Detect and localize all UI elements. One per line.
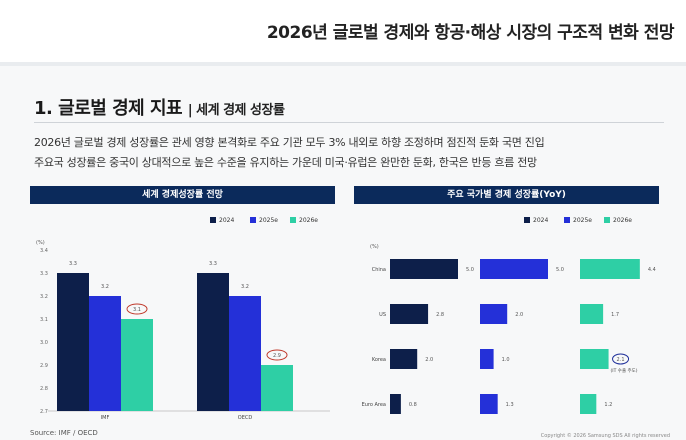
slide-header: 2026년 글로벌 경제와 항공·해상 시장의 구조적 변화 전망: [0, 0, 686, 62]
world-growth-chart: 2024 2025e 2026e (%) 2.7 2.8 2.9 3.0 3.1 3.2 3.3 3.…: [36, 217, 330, 421]
right-data-label-Korea-2026e: 2.1: [617, 357, 625, 363]
left-y-tick-label: 2.8: [40, 386, 48, 392]
right-category-label-US: US: [379, 312, 386, 318]
right-bar-Korea-2025e: [480, 349, 494, 369]
right-category-label-China: China: [372, 267, 386, 273]
left-legend-swatch-2025e: [250, 217, 256, 223]
left-y-tick-label: 3.4: [40, 248, 48, 254]
right-highlight-circle-Korea: [612, 353, 630, 365]
left-data-label-OECD-2026e: 2.9: [273, 353, 281, 359]
left-data-label-IMF-2026e: 3.1: [133, 307, 141, 313]
right-legend-label-2025e: 2025e: [573, 217, 592, 224]
right-data-label-Euro Area-2026e: 1.2: [604, 402, 612, 408]
left-y-tick-label: 2.7: [40, 409, 48, 415]
right-data-label-Korea-2024: 2.0: [425, 357, 433, 363]
right-legend-swatch-2026e: [604, 217, 610, 223]
description-line-1: 2026년 글로벌 경제 성장률은 관세 영향 본격화로 주요 기관 모두 3%…: [34, 136, 545, 149]
right-legend-label-2024: 2024: [533, 217, 548, 224]
right-bar-China-2024: [390, 259, 458, 279]
left-chart-title: 세계 경제성장률 전망: [30, 186, 335, 204]
source-note: Source: IMF / OECD: [30, 429, 98, 437]
left-bar-OECD-2026e: [261, 365, 293, 411]
right-bar-US-2026e: [580, 304, 604, 324]
right-legend-swatch-2025e: [564, 217, 570, 223]
left-legend-label-2026e: 2026e: [299, 217, 318, 224]
left-data-label-IMF-2024: 3.3: [69, 261, 77, 267]
left-legend-swatch-2026e: [290, 217, 296, 223]
right-bar-China-2025e: [480, 259, 548, 279]
left-bar-IMF-2026e: [121, 319, 153, 411]
right-legend-label-2026e: 2026e: [613, 217, 632, 224]
left-data-label-OECD-2025e: 3.2: [241, 284, 249, 290]
right-chart-title: 주요 국가별 경제 성장률(YoY): [354, 186, 659, 204]
right-bar-China-2026e: [580, 259, 640, 279]
left-bar-IMF-2025e: [89, 296, 121, 411]
left-data-label-IMF-2025e: 3.2: [101, 284, 109, 290]
left-y-tick-label: 3.2: [40, 294, 48, 300]
right-bar-Euro Area-2025e: [480, 394, 498, 414]
right-bar-Euro Area-2026e: [580, 394, 597, 414]
left-unit-label: (%): [36, 240, 45, 246]
left-highlight-circle-IMF: [126, 303, 148, 315]
left-highlight-circle-OECD: [266, 349, 288, 361]
right-bar-US-2024: [390, 304, 429, 324]
right-bar-Korea-2024: [390, 349, 418, 369]
right-legend-swatch-2024: [524, 217, 530, 223]
copyright-note: Copyright © 2026 Samsung SDS All rights …: [540, 433, 670, 439]
right-unit-label: (%): [370, 244, 379, 250]
country-growth-chart: 2024 2025e 2026e (%) China 5.0 5.0 4.4 US 2.8 2.0 1…: [362, 217, 656, 414]
left-data-label-OECD-2024: 3.3: [209, 261, 217, 267]
left-x-tick-label-OECD: OECD: [238, 415, 253, 421]
section-title-text: 1. 글로벌 경제 지표: [34, 98, 183, 119]
description-line-2: 주요국 성장률은 중국이 상대적으로 높은 수준을 유지하는 가운데 미국·유럽…: [34, 156, 537, 169]
left-y-tick-label: 2.9: [40, 363, 48, 369]
right-data-label-China-2024: 5.0: [466, 267, 474, 273]
right-data-label-US-2025e: 2.0: [515, 312, 523, 318]
right-data-label-China-2025e: 5.0: [556, 267, 564, 273]
left-x-tick-label-IMF: IMF: [101, 415, 110, 421]
right-data-label-US-2024: 2.8: [436, 312, 444, 318]
right-category-label-Euro Area: Euro Area: [362, 402, 386, 408]
left-y-tick-label: 3.3: [40, 271, 48, 277]
slide-body: 1. 글로벌 경제 지표 | 세계 경제 성장률 2026년 글로벌 경제 성장…: [0, 66, 686, 440]
left-legend-label-2024: 2024: [219, 217, 234, 224]
left-bar-OECD-2024: [197, 273, 229, 411]
right-data-label-Korea-2025e: 1.0: [502, 357, 510, 363]
left-y-tick-label: 3.0: [40, 340, 48, 346]
right-data-label-US-2026e: 1.7: [611, 312, 619, 318]
slide-title: 2026년 글로벌 경제와 항공·해상 시장의 구조적 변화 전망: [266, 23, 675, 43]
right-bar-Euro Area-2024: [390, 394, 401, 414]
right-bar-US-2025e: [480, 304, 508, 324]
left-bar-OECD-2025e: [229, 296, 261, 411]
right-annotation-note: (IT 수출 주도): [611, 367, 638, 374]
section-title: 1. 글로벌 경제 지표 | 세계 경제 성장률: [34, 94, 285, 120]
section-divider: [34, 122, 664, 123]
left-y-tick-label: 3.1: [40, 317, 48, 323]
right-data-label-Euro Area-2024: 0.8: [409, 402, 417, 408]
left-legend-label-2025e: 2025e: [259, 217, 278, 224]
right-bar-Korea-2026e: [580, 349, 609, 369]
section-subtitle: | 세계 경제 성장률: [187, 103, 285, 118]
left-legend-swatch-2024: [210, 217, 216, 223]
right-data-label-Euro Area-2025e: 1.3: [506, 402, 514, 408]
right-data-label-China-2026e: 4.4: [648, 267, 656, 273]
right-category-label-Korea: Korea: [372, 357, 386, 363]
left-bar-IMF-2024: [57, 273, 89, 411]
